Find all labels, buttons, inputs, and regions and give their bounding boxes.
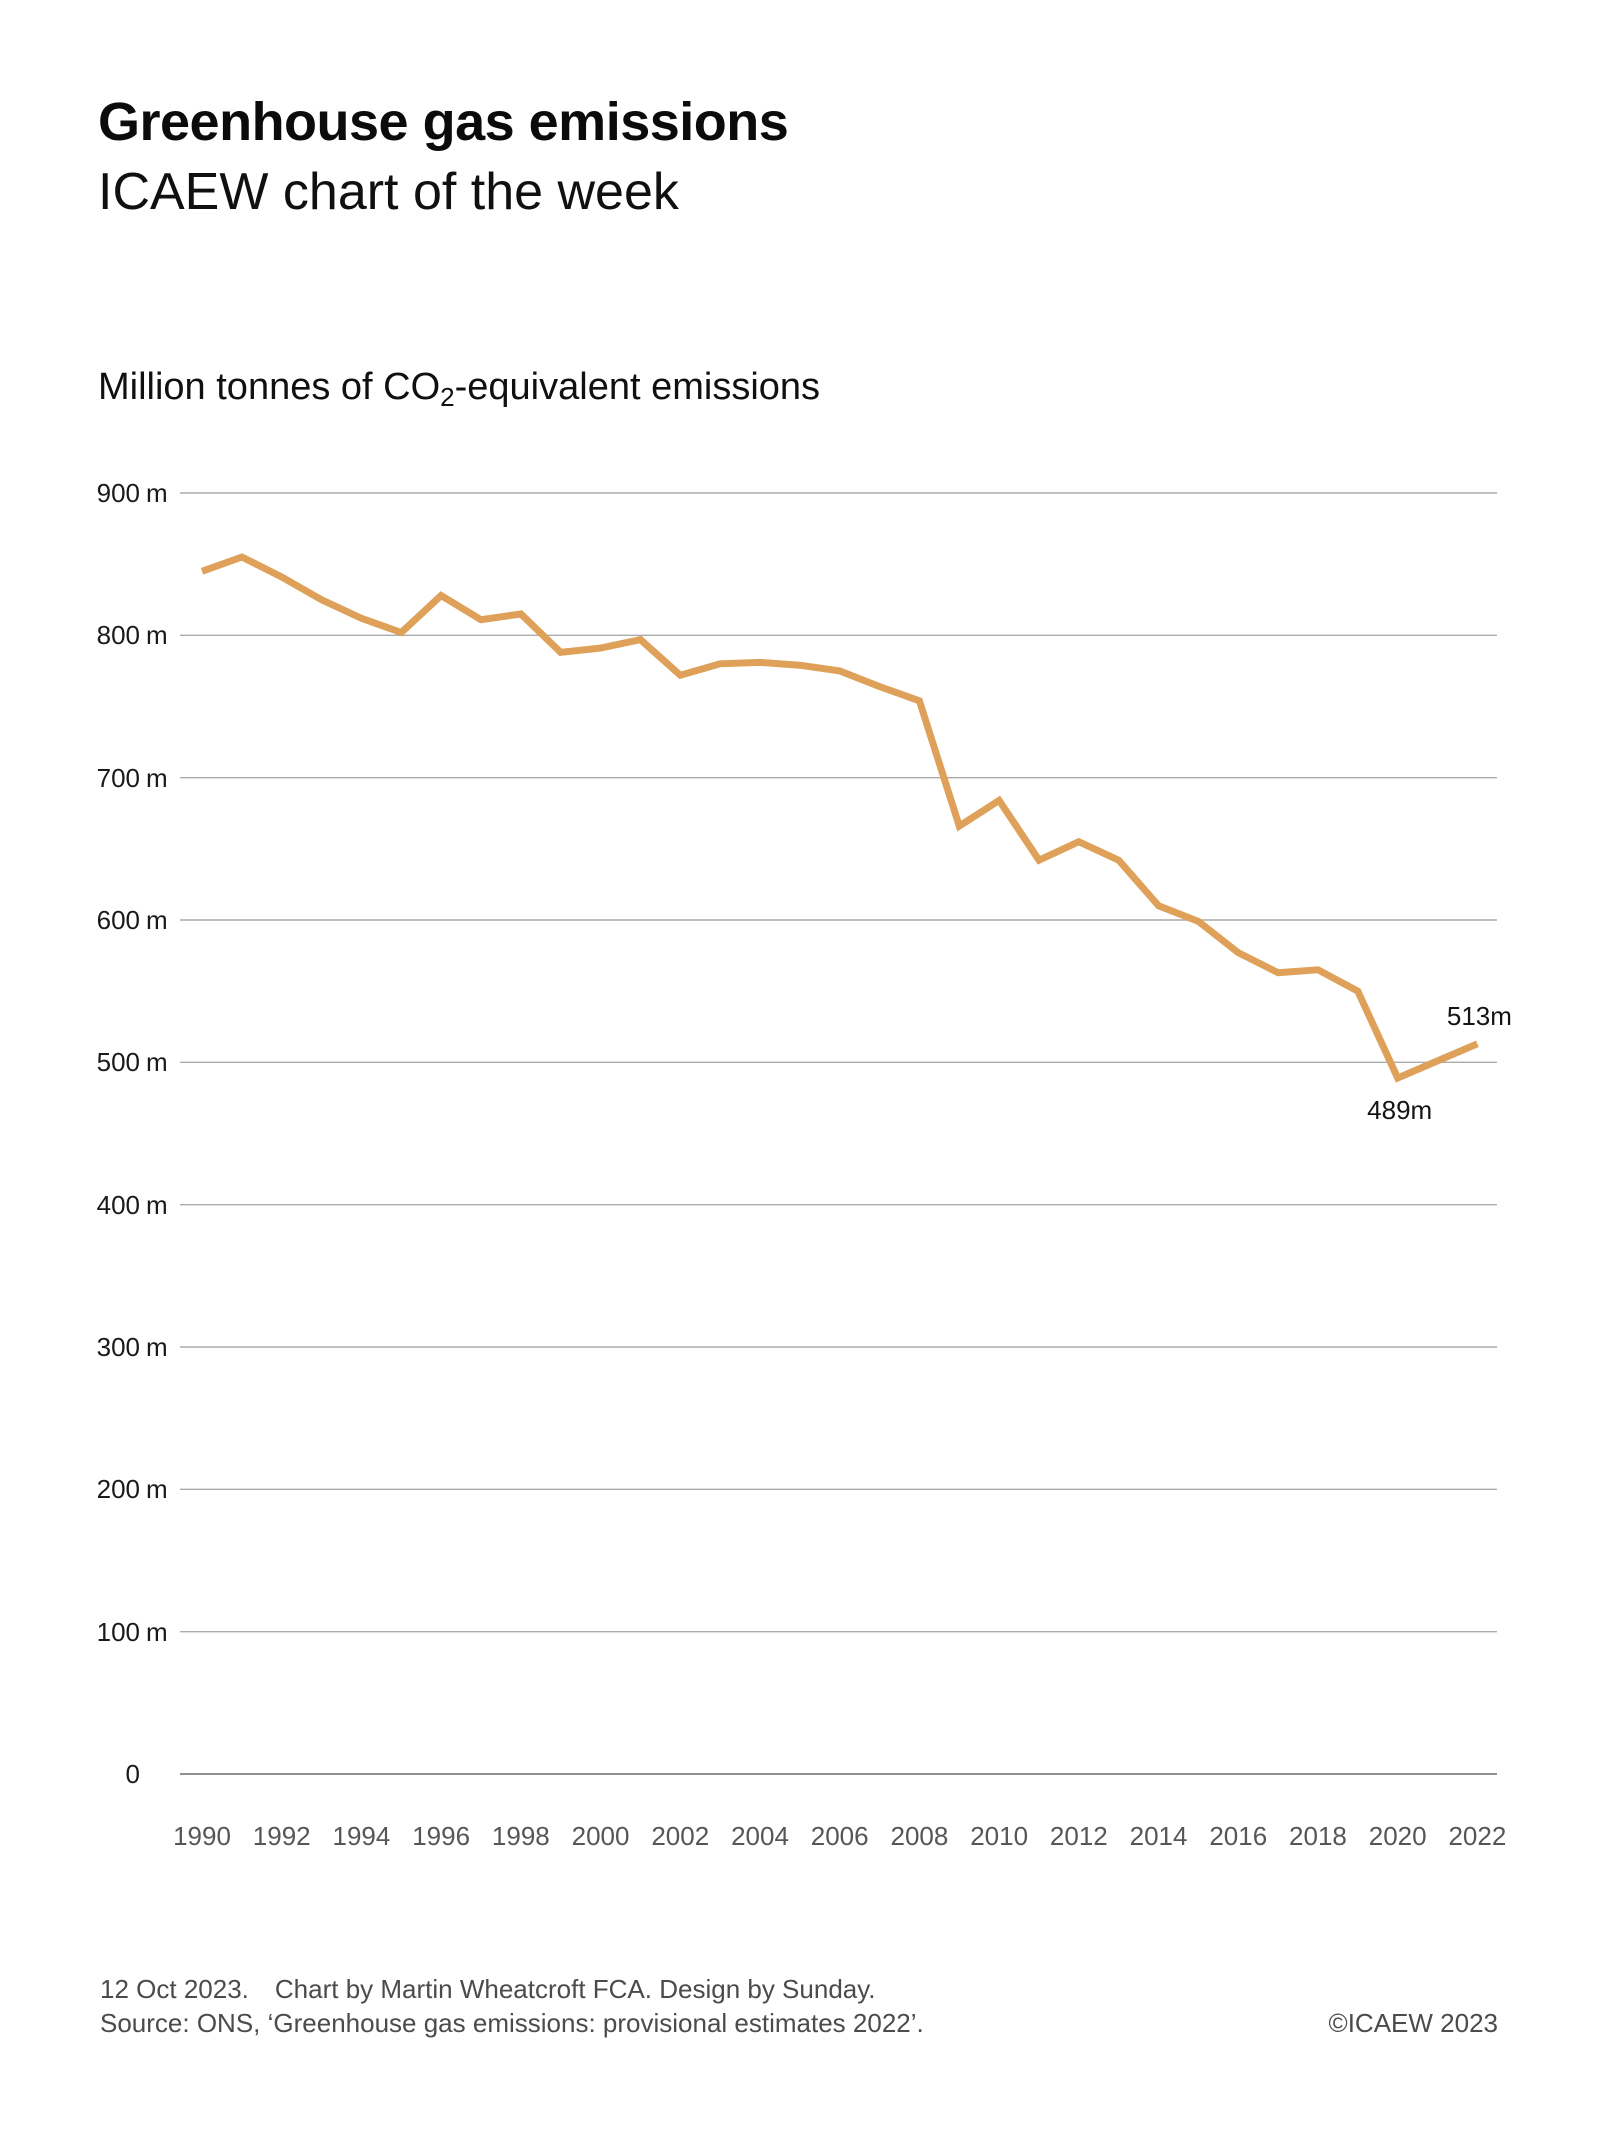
y-tick-label-800: 800 m [0, 619, 168, 651]
y-tick-unit: m [146, 620, 168, 651]
x-tick-label-2016: 2016 [1209, 1821, 1268, 1851]
footer-credit: Chart by Martin Wheatcroft FCA. Design b… [274, 1974, 876, 2004]
axis-title-subscript: 2 [440, 382, 455, 412]
y-tick-unit: m [146, 1047, 168, 1078]
y-tick-unit: m [146, 478, 168, 508]
data-label-2020: 489m [1367, 1094, 1433, 1125]
y-tick-number: 300 [96, 1332, 140, 1362]
y-tick-label-100: 100 m [0, 1616, 168, 1648]
y-tick-number: 500 [96, 1047, 140, 1078]
x-tick-label-2012: 2012 [1049, 1821, 1108, 1851]
x-tick-label-2006: 2006 [810, 1821, 869, 1851]
y-tick-label-200: 200 m [0, 1473, 168, 1505]
y-tick-number: 0 [125, 1759, 140, 1789]
y-tick-number: 800 [96, 620, 140, 651]
x-tick-label-1998: 1998 [491, 1821, 550, 1851]
footer-credit-line: 12 Oct 2023. Chart by Martin Wheatcroft F… [100, 1972, 876, 2006]
y-tick-label-900: 900 m [0, 477, 168, 509]
x-tick-label-1992: 1992 [252, 1821, 311, 1851]
y-tick-unit: m [146, 1332, 168, 1362]
x-tick-label-2020: 2020 [1368, 1821, 1427, 1851]
y-tick-unit: m [146, 762, 168, 793]
x-tick-label-2004: 2004 [731, 1821, 789, 1851]
y-tick-label-600: 600 m [0, 904, 168, 936]
y-tick-label-300: 300 m [0, 1331, 168, 1363]
x-tick-label-2000: 2000 [571, 1821, 630, 1851]
x-tick-label-1996: 1996 [412, 1821, 471, 1851]
y-tick-unit: m [146, 1616, 168, 1647]
y-tick-label-700: 700 m [0, 762, 168, 794]
y-tick-label-0: 0 [0, 1758, 140, 1790]
x-tick-label-1994: 1994 [332, 1821, 391, 1851]
data-label-2022: 513m [1446, 1000, 1512, 1031]
y-tick-unit: m [146, 1474, 168, 1505]
y-tick-label-400: 400 m [0, 1189, 168, 1221]
y-tick-number: 200 [96, 1474, 140, 1505]
emissions-line-series [200, 553, 1479, 1083]
y-tick-number: 600 [96, 905, 140, 935]
axis-title-suffix: -equivalent emissions [454, 366, 821, 408]
y-tick-label-500: 500 m [0, 1046, 168, 1078]
y-tick-unit: m [146, 1189, 168, 1220]
x-tick-label-2014: 2014 [1129, 1821, 1188, 1851]
footer-copyright: ©ICAEW 2023 [1328, 2008, 1498, 2038]
footer-date: 12 Oct 2023. [100, 1974, 249, 2004]
x-tick-label-2022: 2022 [1448, 1821, 1507, 1851]
footer-source: Source: ONS, ‘Greenhouse gas emissions: … [100, 2008, 924, 2038]
page-subtitle: ICAEW chart of the week [98, 163, 679, 221]
x-tick-label-2008: 2008 [890, 1821, 949, 1851]
axis-title: Million tonnes of CO2-equivalent emissio… [98, 366, 821, 412]
page-title: Greenhouse gas emissions [98, 92, 789, 152]
y-tick-number: 700 [96, 762, 140, 793]
x-tick-label-2010: 2010 [970, 1821, 1029, 1851]
y-tick-number: 100 [96, 1616, 140, 1647]
y-tick-number: 900 [96, 478, 140, 508]
x-tick-label-1990: 1990 [173, 1821, 231, 1851]
y-tick-number: 400 [96, 1189, 140, 1220]
x-tick-label-2018: 2018 [1289, 1821, 1347, 1851]
axis-title-prefix: Million tonnes of CO [98, 366, 441, 408]
y-tick-unit: m [146, 905, 168, 935]
x-tick-label-2002: 2002 [651, 1821, 710, 1851]
